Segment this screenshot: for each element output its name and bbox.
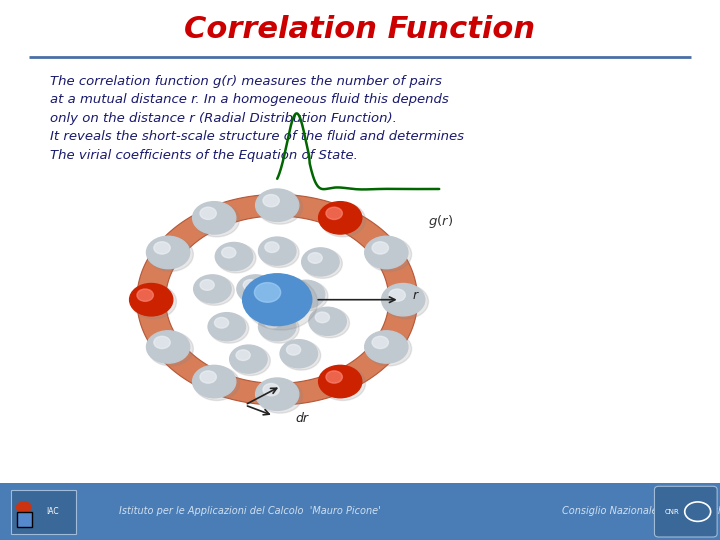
Circle shape	[222, 247, 236, 258]
Circle shape	[200, 207, 217, 219]
Circle shape	[366, 238, 412, 272]
Circle shape	[210, 314, 248, 343]
Circle shape	[263, 194, 279, 207]
Text: Consiglio Nazionale delle Ricerche: Consiglio Nazionale delle Ricerche	[562, 505, 720, 516]
Circle shape	[302, 248, 339, 276]
Circle shape	[146, 237, 189, 268]
Circle shape	[194, 275, 231, 303]
Circle shape	[215, 242, 253, 271]
Circle shape	[260, 314, 299, 343]
Circle shape	[146, 330, 189, 363]
FancyBboxPatch shape	[0, 483, 720, 540]
Circle shape	[265, 318, 279, 328]
Circle shape	[382, 284, 425, 316]
Circle shape	[289, 281, 328, 310]
Text: IAC: IAC	[47, 507, 59, 516]
Circle shape	[320, 367, 366, 401]
Circle shape	[326, 371, 343, 383]
Circle shape	[258, 313, 296, 341]
Circle shape	[256, 189, 299, 221]
Circle shape	[263, 383, 279, 396]
Circle shape	[280, 340, 318, 368]
Text: Correlation Function: Correlation Function	[184, 15, 536, 44]
Circle shape	[265, 242, 279, 253]
Circle shape	[319, 366, 362, 398]
Circle shape	[208, 313, 246, 341]
Circle shape	[193, 201, 236, 234]
Circle shape	[258, 237, 296, 265]
Circle shape	[282, 341, 320, 370]
Circle shape	[243, 280, 258, 291]
Circle shape	[257, 190, 302, 224]
Circle shape	[236, 350, 251, 361]
Circle shape	[365, 237, 408, 268]
Circle shape	[238, 276, 277, 305]
FancyBboxPatch shape	[11, 490, 76, 534]
Circle shape	[148, 238, 194, 272]
Circle shape	[130, 284, 173, 316]
Text: CNR: CNR	[665, 509, 680, 515]
Text: Istituto per le Applicazioni del Calcolo  'Mauro Picone': Istituto per le Applicazioni del Calcolo…	[119, 505, 381, 516]
Circle shape	[372, 242, 389, 254]
Circle shape	[237, 275, 274, 303]
Polygon shape	[137, 194, 418, 405]
Circle shape	[17, 502, 31, 512]
Circle shape	[154, 336, 170, 349]
FancyBboxPatch shape	[17, 512, 32, 527]
Circle shape	[200, 280, 215, 291]
Circle shape	[294, 285, 308, 296]
Circle shape	[194, 203, 240, 237]
Circle shape	[254, 282, 281, 302]
Circle shape	[231, 346, 270, 375]
Circle shape	[326, 207, 343, 219]
Circle shape	[200, 371, 216, 383]
Text: The correlation function g(r) measures the number of pairs
at a mutual distance : The correlation function g(r) measures t…	[50, 75, 464, 161]
Circle shape	[372, 336, 389, 349]
Circle shape	[257, 379, 302, 413]
Circle shape	[194, 367, 240, 401]
Circle shape	[256, 378, 299, 410]
Circle shape	[287, 280, 325, 308]
Circle shape	[287, 345, 301, 355]
Circle shape	[389, 289, 405, 301]
Text: $g(r)$: $g(r)$	[428, 213, 454, 230]
Circle shape	[154, 242, 170, 254]
Text: r: r	[413, 289, 418, 302]
Circle shape	[310, 308, 349, 338]
FancyBboxPatch shape	[654, 487, 717, 537]
Circle shape	[217, 244, 256, 273]
Circle shape	[148, 332, 194, 366]
Circle shape	[315, 312, 330, 323]
Circle shape	[365, 330, 408, 363]
Text: dr: dr	[295, 412, 308, 425]
Circle shape	[320, 203, 366, 237]
Circle shape	[230, 345, 267, 373]
Circle shape	[383, 285, 428, 319]
Circle shape	[245, 275, 318, 330]
Circle shape	[137, 289, 153, 301]
Circle shape	[215, 318, 229, 328]
Circle shape	[319, 201, 362, 234]
Circle shape	[192, 366, 235, 398]
Circle shape	[195, 276, 234, 305]
Circle shape	[366, 332, 412, 366]
Circle shape	[131, 285, 176, 319]
Circle shape	[308, 253, 323, 264]
Circle shape	[260, 238, 299, 267]
Circle shape	[243, 274, 312, 326]
Circle shape	[303, 249, 342, 278]
Circle shape	[309, 307, 346, 335]
